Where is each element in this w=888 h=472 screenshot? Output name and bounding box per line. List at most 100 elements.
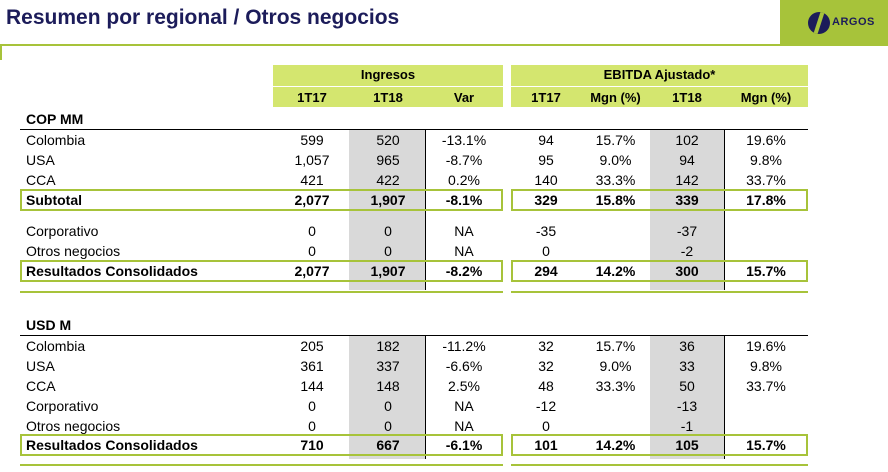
table-cell: -8.1%	[445, 192, 483, 208]
table-cell: 140	[534, 172, 558, 188]
col-header-eb-1t17: 1T17	[531, 90, 561, 105]
table-cell: 19.6%	[746, 132, 786, 148]
table-cell: 0	[308, 398, 316, 414]
group-header-ingresos: Ingresos	[360, 67, 416, 82]
table-cell: 142	[675, 172, 699, 188]
table-cell: 0	[542, 243, 550, 259]
table-cell: 32	[538, 338, 554, 354]
table-cell: NA	[454, 243, 474, 259]
row-label: Colombia	[26, 132, 86, 148]
usd-consolidated-row-box	[20, 434, 503, 456]
table-cell: 0.2%	[448, 172, 480, 188]
table-cell: 422	[376, 172, 400, 188]
cop-bottom-line-left	[20, 291, 503, 293]
table-cell: 294	[534, 263, 558, 279]
table-cell: 1,907	[370, 263, 406, 279]
table-cell: 50	[679, 378, 695, 394]
table-cell: 0	[384, 223, 392, 239]
table-cell: 0	[542, 418, 550, 434]
cop-bottom-line-right	[511, 291, 808, 293]
row-label: Otros negocios	[26, 418, 121, 434]
usd-bottom-line-left	[20, 464, 503, 466]
header-divider-ebitda	[511, 86, 808, 87]
table-cell: 9.8%	[750, 152, 782, 168]
col-header-ing-1t18: 1T18	[373, 90, 403, 105]
table-cell: 337	[376, 358, 400, 374]
table-cell: 94	[538, 132, 554, 148]
table-cell: -13	[676, 398, 698, 414]
table-cell: 2,077	[294, 263, 330, 279]
table-cell: NA	[454, 418, 474, 434]
table-cell: 9.0%	[599, 152, 632, 168]
cop-section-underline	[20, 129, 808, 130]
table-cell: 101	[534, 437, 558, 453]
argos-logo-icon	[808, 12, 830, 34]
subtotal-row-box	[20, 189, 503, 211]
table-cell: -37	[676, 223, 698, 239]
table-cell: -35	[535, 223, 557, 239]
table-cell: 148	[376, 378, 400, 394]
table-cell: 205	[300, 338, 324, 354]
table-cell: 0	[384, 418, 392, 434]
table-cell: 421	[300, 172, 324, 188]
table-cell: 1,907	[370, 192, 406, 208]
table-cell: 1,057	[294, 152, 330, 168]
table-cell: -11.2%	[442, 338, 486, 354]
table-cell: NA	[454, 398, 474, 414]
logo-text: ARGOS	[832, 16, 875, 28]
logo: ARGOS	[780, 0, 888, 46]
table-cell: 329	[534, 192, 558, 208]
row-label: Resultados Consolidados	[26, 263, 198, 279]
table-cell: 520	[376, 132, 400, 148]
table-cell: 94	[679, 152, 695, 168]
table-cell: 102	[675, 132, 699, 148]
table-cell: -13.1%	[441, 132, 487, 148]
table-cell: 95	[538, 152, 554, 168]
section-label-cop: COP MM	[26, 111, 84, 127]
table-cell: 0	[308, 243, 316, 259]
table-cell: -8.2%	[445, 263, 483, 279]
col-header-eb-mgn17: Mgn (%)	[590, 90, 641, 105]
row-label: Colombia	[26, 338, 86, 354]
title-underline	[0, 44, 780, 46]
table-cell: 15.7%	[595, 338, 636, 354]
header-divider-ingresos	[273, 86, 503, 87]
table-cell: 0	[384, 243, 392, 259]
col-header-ing-var: Var	[453, 90, 475, 105]
ingresos-1t18-highlight-usd	[349, 335, 425, 459]
table-cell: 0	[308, 223, 316, 239]
table-cell: 144	[300, 378, 324, 394]
cop-consolidated-row-box-ebitda	[511, 260, 808, 282]
ebitda-1t18-highlight-usd	[650, 335, 724, 459]
usd-consolidated-row-box-ebitda	[511, 434, 808, 456]
col-header-ing-1t17: 1T17	[297, 90, 327, 105]
table-cell: 33.7%	[746, 378, 786, 394]
table-cell: 0	[384, 398, 392, 414]
subtotal-row-box-ebitda	[511, 189, 808, 211]
table-cell: -12	[535, 398, 557, 414]
table-cell: 2.5%	[448, 378, 480, 394]
usd-bottom-line-right	[511, 464, 808, 466]
cop-consolidated-row-box	[20, 260, 503, 282]
table-cell: 15.7%	[746, 437, 786, 453]
table-cell: 15.7%	[595, 132, 636, 148]
table-cell: 965	[376, 152, 400, 168]
table-cell: -1	[680, 418, 694, 434]
table-cell: 2,077	[294, 192, 330, 208]
col-header-eb-1t18: 1T18	[672, 90, 702, 105]
section-label-usd: USD M	[26, 317, 72, 333]
table-cell: 14.2%	[595, 263, 636, 279]
table-cell: 19.6%	[746, 338, 786, 354]
table-cell: -6.1%	[445, 437, 483, 453]
left-accent-tick	[0, 44, 2, 60]
table-cell: 105	[675, 437, 699, 453]
row-label: USA	[26, 152, 55, 168]
table-cell: 14.2%	[595, 437, 636, 453]
row-label: CCA	[26, 172, 56, 188]
row-label: USA	[26, 358, 55, 374]
row-label: Corporativo	[26, 398, 99, 414]
table-cell: 15.8%	[595, 192, 636, 208]
page-title: Resumen por regional / Otros negocios	[6, 6, 400, 29]
table-cell: 361	[300, 358, 324, 374]
table-cell: 32	[538, 358, 554, 374]
